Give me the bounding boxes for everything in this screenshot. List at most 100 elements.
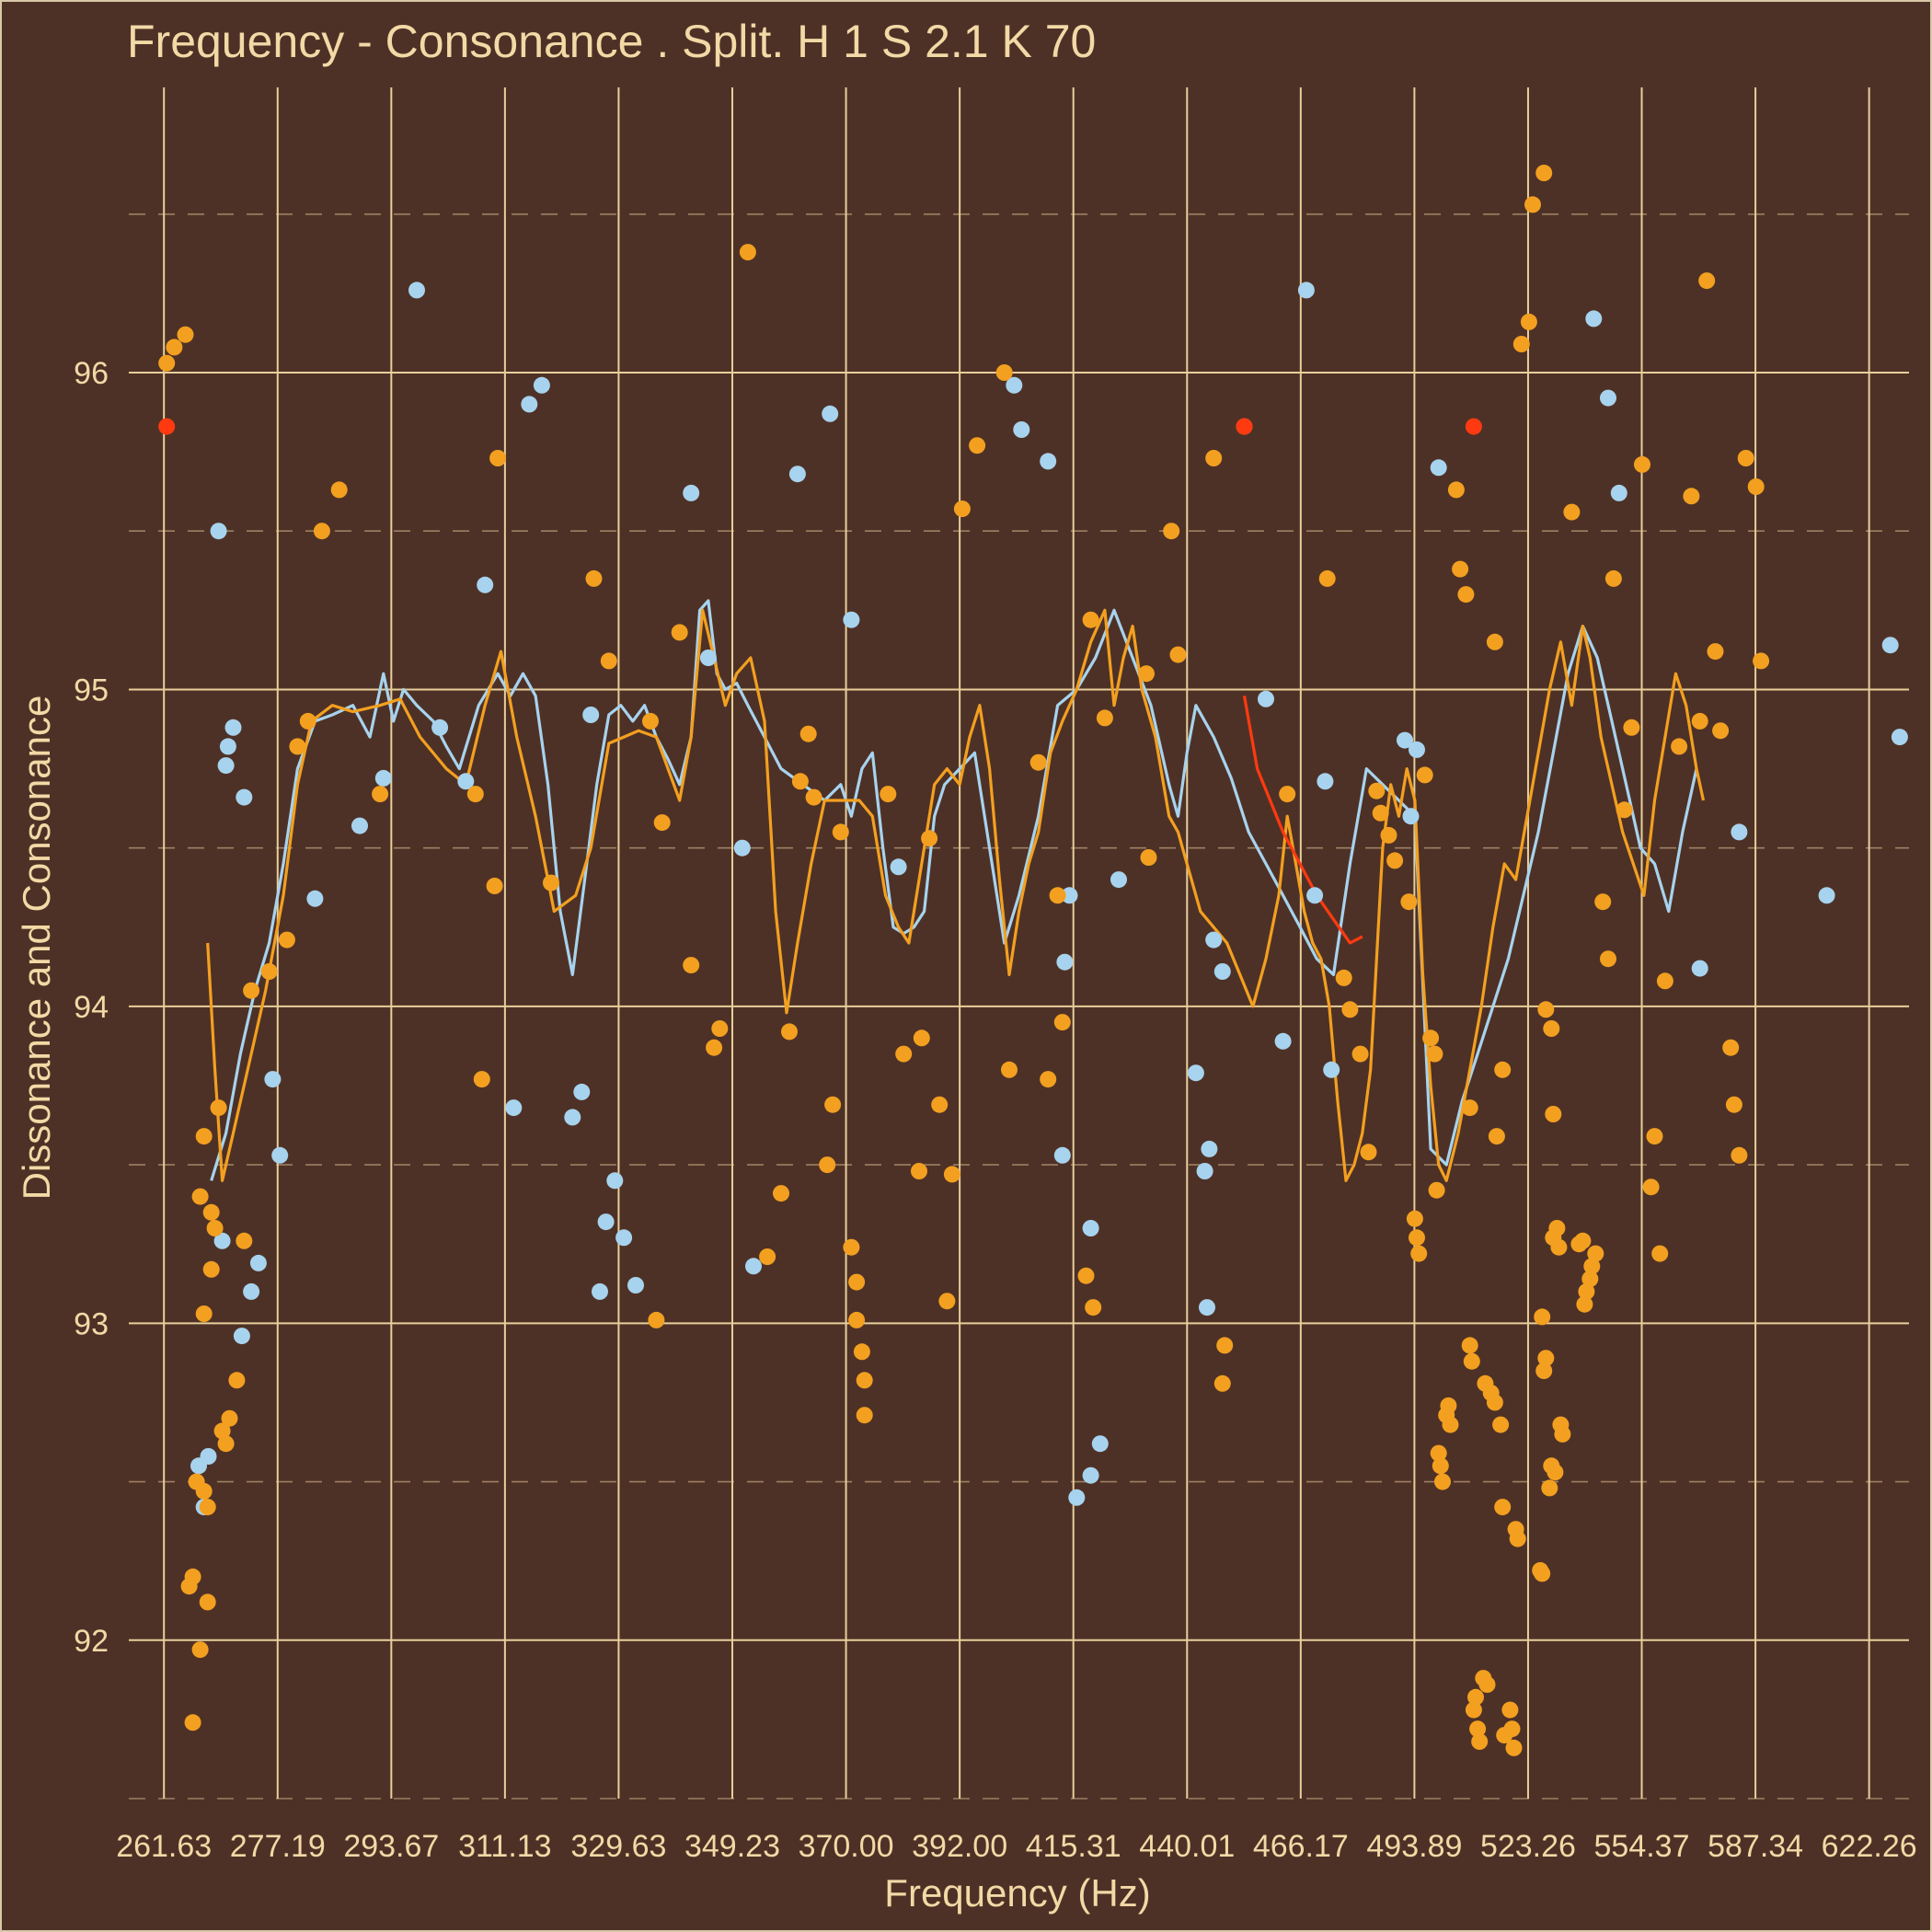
series-lines	[206, 599, 1706, 1182]
point-orange-1-57	[848, 1311, 866, 1328]
point-orange-1-21	[184, 1714, 201, 1731]
point-orange-1-103	[1416, 766, 1433, 784]
point-blue-0-72	[1818, 887, 1835, 904]
point-orange-1-52	[819, 1156, 836, 1174]
point-blue-0-45	[1053, 1146, 1071, 1164]
point-orange-1-44	[711, 1020, 729, 1037]
point-orange-1-172	[1634, 455, 1650, 473]
grid	[129, 87, 1909, 1800]
point-orange-1-0	[158, 354, 176, 372]
point-orange-1-107	[1430, 1444, 1447, 1462]
point-orange-1-48	[781, 1023, 798, 1041]
point-orange-1-116	[1461, 1099, 1478, 1117]
point-orange-1-136	[1505, 1739, 1523, 1756]
point-orange-1-40	[648, 1311, 665, 1328]
point-blue-0-26	[582, 707, 600, 723]
point-blue-0-29	[606, 1172, 624, 1190]
point-orange-1-94	[1360, 1144, 1377, 1161]
x-tick-label-0: 261.63	[116, 1829, 212, 1864]
x-tick-label-5: 349.23	[684, 1829, 780, 1864]
point-orange-1-144	[1535, 1363, 1553, 1379]
point-orange-1-79	[1082, 611, 1099, 628]
point-blue-0-19	[457, 773, 475, 790]
point-blue-0-67	[1585, 310, 1603, 328]
point-blue-0-63	[1397, 731, 1413, 749]
point-orange-1-2	[177, 326, 194, 343]
point-orange-1-9	[210, 1099, 227, 1117]
point-blue-0-42	[1040, 453, 1057, 470]
point-orange-1-161	[1574, 1232, 1592, 1249]
point-orange-1-153	[1554, 1425, 1571, 1443]
point-orange-1-167	[1594, 893, 1612, 911]
point-blue-0-4	[236, 788, 253, 806]
point-orange-1-37	[600, 652, 617, 670]
point-blue-0-2	[219, 738, 236, 755]
point-orange-1-156	[1545, 1106, 1562, 1122]
point-blue-0-13	[271, 1146, 289, 1164]
point-orange-1-58	[853, 1343, 870, 1361]
point-orange-1-106	[1428, 1181, 1445, 1199]
point-blue-0-15	[351, 817, 368, 834]
point-orange-1-72	[1001, 1061, 1018, 1078]
point-orange-1-27	[299, 712, 316, 730]
point-orange-1-89	[1279, 786, 1296, 803]
point-blue-0-60	[1306, 887, 1324, 904]
point-blue-0-5	[213, 1232, 231, 1249]
point-orange-1-65	[921, 830, 938, 847]
point-orange-1-118	[1463, 1352, 1480, 1370]
x-axis-label: Frequency (Hz)	[884, 1871, 1150, 1915]
point-blue-0-31	[627, 1277, 644, 1294]
point-orange-1-129	[1488, 1128, 1505, 1145]
point-blue-0-64	[1402, 808, 1420, 825]
point-orange-1-105	[1426, 1045, 1443, 1063]
point-blue-0-17	[408, 282, 425, 299]
point-blue-0-24	[564, 1109, 581, 1126]
point-orange-1-128	[1486, 633, 1503, 650]
point-orange-1-151	[1550, 1238, 1568, 1256]
point-orange-1-139	[1512, 336, 1530, 352]
x-tick-label-3: 311.13	[458, 1829, 551, 1864]
point-blue-0-53	[1201, 1140, 1218, 1157]
point-orange-1-114	[1452, 560, 1469, 578]
point-orange-1-34	[489, 450, 507, 466]
series-points	[158, 165, 1908, 1756]
point-orange-1-35	[543, 874, 559, 891]
point-blue-0-41	[1013, 421, 1030, 438]
x-tick-label-14: 587.34	[1708, 1829, 1803, 1864]
point-orange-1-70	[969, 437, 986, 454]
point-blue-0-49	[1068, 1489, 1086, 1506]
point-orange-1-97	[1380, 826, 1397, 844]
point-orange-1-75	[1049, 887, 1066, 904]
point-blue-0-56	[1199, 1299, 1215, 1317]
point-orange-1-142	[1535, 165, 1553, 181]
point-orange-1-98	[1386, 852, 1404, 869]
point-orange-1-184	[1725, 1096, 1742, 1113]
point-orange-1-28	[313, 523, 330, 540]
point-orange-1-6	[206, 1220, 224, 1236]
point-orange-1-13	[213, 1422, 231, 1440]
point-orange-1-67	[938, 1293, 956, 1310]
point-orange-1-145	[1537, 1350, 1555, 1367]
point-orange-1-159	[1563, 503, 1581, 521]
point-orange-1-78	[1085, 1299, 1102, 1317]
x-tick-labels: 261.63 277.19 293.67 311.13 329.63 349.23 370.…	[116, 1829, 1916, 1864]
point-orange-1-59	[856, 1372, 873, 1389]
point-orange-1-73	[1029, 753, 1047, 771]
point-orange-1-12	[217, 1435, 235, 1453]
point-orange-1-113	[1447, 481, 1465, 499]
point-orange-1-176	[1656, 972, 1673, 990]
point-orange-1-43	[706, 1039, 723, 1056]
point-red-2-1	[1236, 418, 1253, 435]
point-orange-1-148	[1547, 1464, 1564, 1481]
point-orange-1-10	[228, 1372, 246, 1389]
point-orange-1-115	[1457, 586, 1475, 604]
point-orange-1-182	[1712, 722, 1730, 740]
point-orange-1-61	[880, 786, 897, 803]
y-axis-label: Dissonance and Consonance	[15, 696, 58, 1201]
point-orange-1-60	[856, 1407, 873, 1424]
point-orange-1-76	[1053, 1014, 1071, 1031]
point-blue-0-50	[1110, 871, 1127, 889]
point-orange-1-101	[1409, 1229, 1425, 1247]
point-orange-1-169	[1604, 569, 1622, 587]
point-orange-1-104	[1422, 1029, 1440, 1047]
